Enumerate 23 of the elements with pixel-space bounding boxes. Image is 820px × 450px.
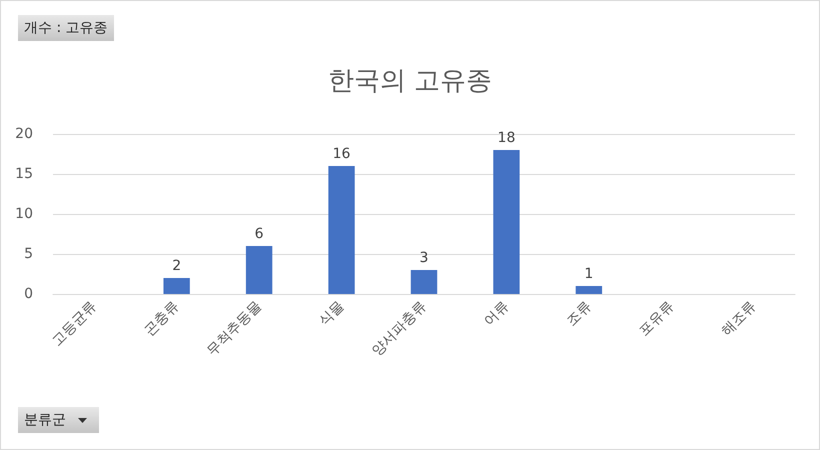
bar — [328, 166, 355, 294]
data-label: 2 — [172, 258, 182, 274]
bar — [246, 246, 272, 294]
x-tick-label: 식물 — [316, 298, 348, 330]
bar — [410, 270, 438, 294]
text: 개수 : 고유종 — [24, 20, 108, 36]
y-tick-label: 0 — [24, 286, 33, 302]
chart-title: 한국의 고유종 — [328, 66, 492, 96]
text: 분류군 — [24, 412, 66, 428]
data-label: 6 — [254, 226, 264, 242]
data-label: 16 — [332, 146, 351, 162]
data-label: 18 — [498, 130, 516, 146]
y-tick-label: 15 — [15, 166, 33, 182]
x-tick-label: 어류 — [480, 298, 512, 330]
data-label: 1 — [584, 266, 594, 282]
y-tick-label: 10 — [15, 206, 33, 222]
y-tick-label: 20 — [15, 126, 33, 142]
bar — [576, 286, 602, 294]
bar — [163, 278, 190, 294]
x-tick-label: 조류 — [563, 298, 595, 330]
data-label: 3 — [420, 250, 428, 266]
bar — [493, 150, 520, 294]
y-tick-label: 5 — [24, 246, 33, 262]
